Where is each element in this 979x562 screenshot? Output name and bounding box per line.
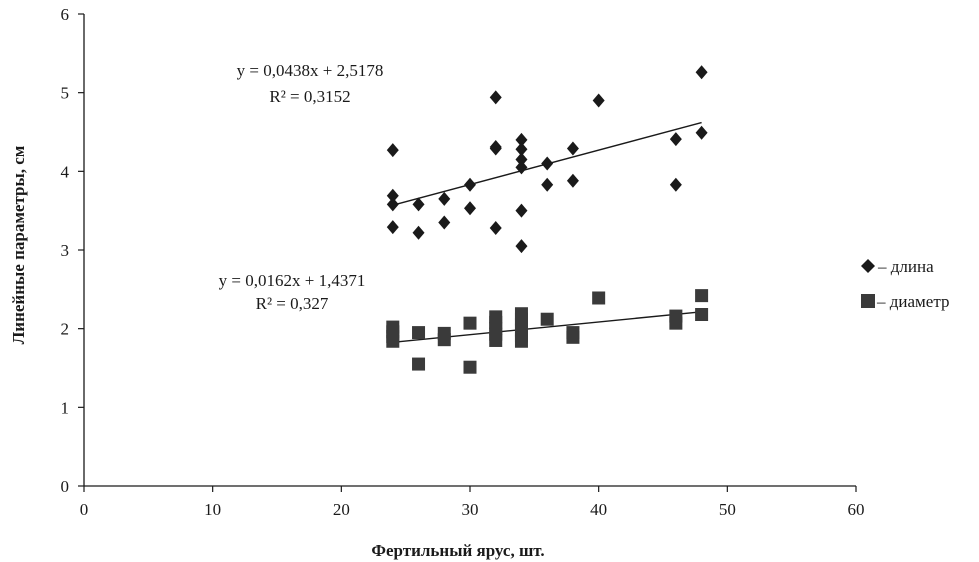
point-diameter: [463, 360, 477, 374]
point-diameter: [386, 334, 400, 348]
y-tick-label: 1: [61, 398, 70, 417]
point-length: [515, 132, 528, 147]
point-length: [386, 197, 399, 212]
legend-square-marker: [861, 294, 875, 308]
trendline-label-length: y = 0,0438x + 2,5178 R² = 0,3152: [237, 61, 384, 106]
point-length: [489, 141, 502, 156]
y-tick-label: 5: [61, 84, 70, 103]
point-length: [566, 173, 579, 188]
point-diameter: [412, 326, 426, 340]
y-ticks: 0 1 2 3 4 5 6: [61, 5, 84, 496]
trendline-r2-diameter: R² = 0,327: [256, 294, 329, 313]
x-tick-label: 20: [333, 500, 350, 519]
point-length: [515, 152, 528, 167]
point-length: [489, 220, 502, 235]
point-diameter: [463, 316, 477, 330]
y-tick-label: 6: [61, 5, 70, 24]
point-length: [541, 156, 554, 171]
point-length: [438, 215, 451, 230]
point-length: [386, 220, 399, 235]
point-length: [515, 203, 528, 218]
y-tick-label: 2: [61, 320, 70, 339]
trendline-equation-diameter: y = 0,0162x + 1,4371: [219, 271, 366, 290]
point-diameter: [412, 357, 426, 371]
point-length: [412, 197, 425, 212]
legend: – длина – диаметр: [861, 257, 949, 311]
axes: 0 10 20 30 40 50 60 0 1 2 3 4 5 6: [61, 5, 865, 519]
legend-item-length: – длина: [861, 257, 934, 276]
point-length: [592, 93, 605, 108]
legend-label-length: – длина: [877, 257, 934, 276]
point-length: [566, 141, 579, 156]
y-tick-label: 4: [61, 162, 70, 181]
point-diameter: [592, 291, 606, 305]
point-length: [386, 188, 399, 203]
point-length: [489, 90, 502, 105]
legend-item-diameter: – диаметр: [861, 292, 949, 311]
point-length: [412, 225, 425, 240]
point-length: [669, 132, 682, 147]
trendline-label-diameter: y = 0,0162x + 1,4371 R² = 0,327: [219, 271, 366, 313]
x-tick-label: 40: [590, 500, 607, 519]
x-axis-label: Фертильный ярус, шт.: [371, 541, 544, 560]
x-tick-label: 50: [719, 500, 736, 519]
x-tick-label: 60: [848, 500, 865, 519]
point-diameter: [695, 308, 709, 322]
point-length: [464, 177, 476, 192]
y-tick-label: 3: [61, 241, 70, 260]
y-axis-label: Линейные параметры, см: [9, 145, 28, 344]
y-tick-label: 0: [61, 477, 70, 496]
point-diameter: [437, 333, 451, 347]
x-tick-label: 30: [462, 500, 479, 519]
point-diameter: [514, 334, 528, 348]
point-diameter: [540, 312, 554, 326]
point-diameter: [566, 330, 580, 344]
legend-label-diameter: – диаметр: [876, 292, 949, 311]
x-tick-label: 0: [80, 500, 89, 519]
point-length: [515, 142, 528, 157]
data-points: [386, 65, 709, 374]
point-length: [669, 177, 682, 192]
point-length: [464, 201, 476, 216]
trendline-r2-length: R² = 0,3152: [269, 87, 350, 106]
point-length: [438, 191, 451, 206]
point-length: [695, 125, 708, 140]
point-length: [695, 65, 708, 80]
point-diameter: [669, 316, 683, 330]
trendline-equation-length: y = 0,0438x + 2,5178: [237, 61, 384, 80]
point-diameter: [489, 333, 503, 347]
point-length: [541, 177, 554, 192]
legend-diamond-marker: [861, 259, 875, 273]
x-tick-label: 10: [204, 500, 221, 519]
point-length: [386, 143, 399, 158]
x-ticks: 0 10 20 30 40 50 60: [80, 486, 865, 519]
point-length: [515, 239, 528, 254]
point-diameter: [695, 289, 709, 303]
point-length: [515, 160, 528, 175]
trendlines: [392, 121, 702, 344]
